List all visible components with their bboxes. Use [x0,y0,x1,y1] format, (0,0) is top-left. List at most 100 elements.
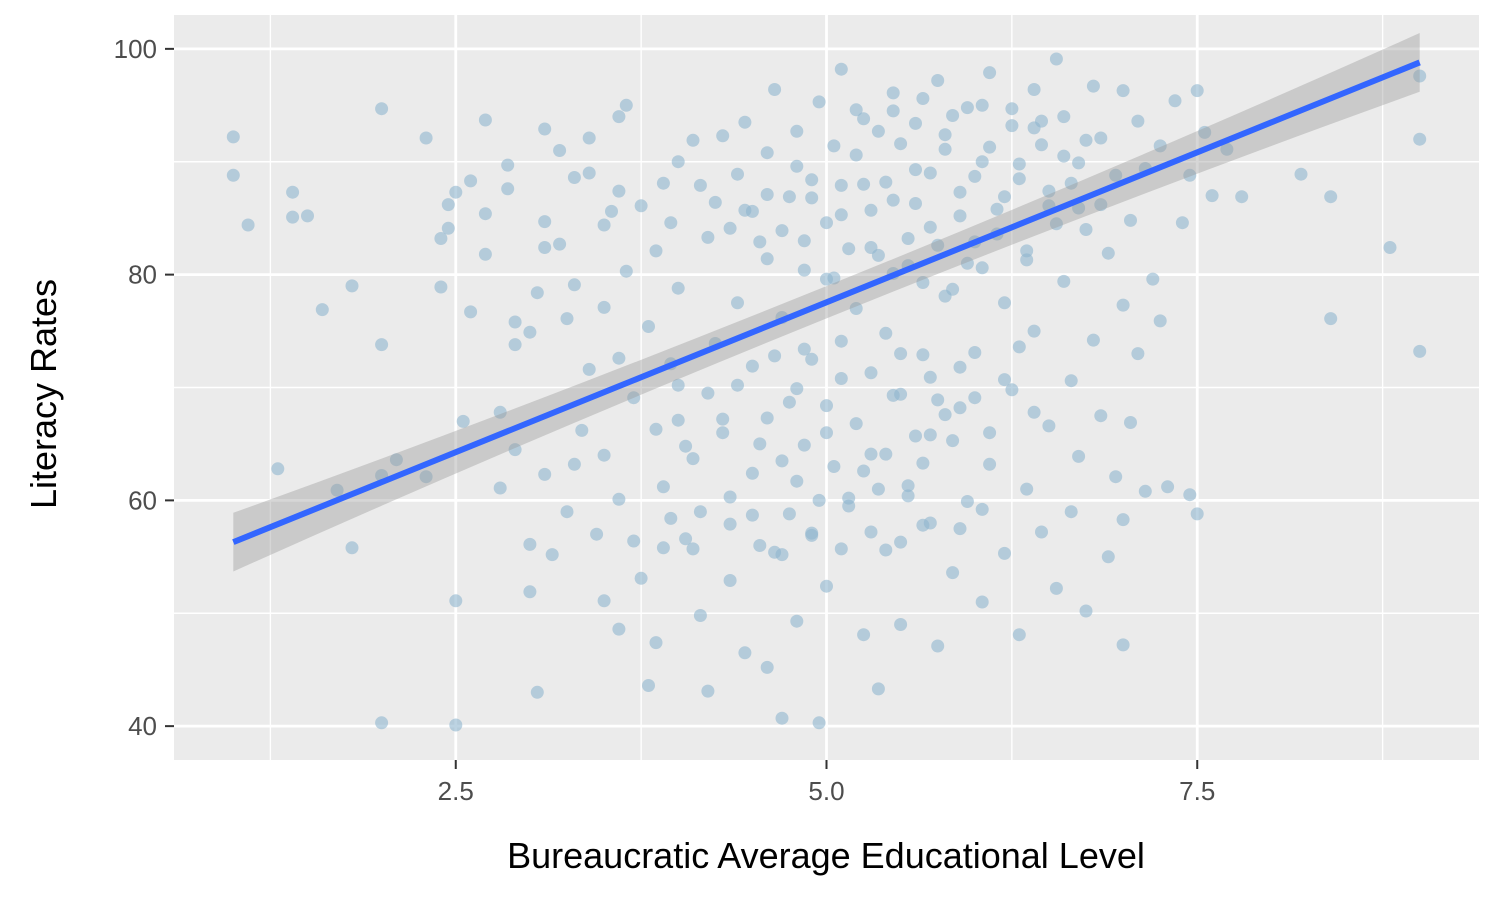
data-point [946,434,960,448]
data-point [753,235,767,249]
data-point [953,185,967,199]
data-point [1324,190,1338,204]
data-point [1168,94,1182,108]
data-point [456,414,470,428]
data-point [1413,132,1427,146]
data-point [1020,253,1034,267]
data-point [820,399,833,413]
data-point [701,230,715,244]
data-point [797,342,811,356]
data-point [960,101,974,115]
data-point [901,232,915,245]
data-point [834,208,848,222]
data-point [871,124,885,138]
data-point [1012,157,1026,171]
data-point [1383,241,1397,254]
data-point [879,447,893,461]
data-point [671,413,685,427]
data-point [745,359,759,373]
data-point [827,271,841,285]
data-point [871,482,885,496]
data-point [842,242,856,256]
data-point [271,462,285,476]
data-point [916,92,930,105]
data-point [1413,344,1427,358]
data-point [375,102,389,116]
data-point [508,443,522,457]
data-point [886,193,900,207]
data-point [1101,246,1115,260]
data-point [916,276,930,289]
data-point [864,203,878,217]
data-point [1027,324,1041,338]
data-point [975,261,989,275]
data-point [1079,604,1093,618]
data-points [226,52,1427,732]
data-point [597,218,611,232]
data-point [745,508,759,522]
data-point [797,438,811,452]
data-point [1413,69,1427,83]
data-point [686,542,700,556]
y-axis: 40 60 80 100 [114,34,174,741]
data-point [753,539,767,552]
data-point [923,220,937,234]
data-point [760,146,774,160]
data-point [567,457,581,471]
data-point [946,282,960,296]
data-point [656,480,670,494]
data-point [1109,470,1123,484]
data-point [1035,525,1048,539]
data-point [493,481,507,495]
data-point [226,168,240,182]
data-point [1079,133,1093,147]
data-point [575,423,589,437]
data-point [849,417,863,431]
data-point [1198,125,1212,139]
data-point [909,163,922,177]
data-point [731,378,744,392]
data-point [879,175,893,189]
data-point [523,325,537,339]
data-point [834,178,848,192]
data-point [960,256,974,270]
data-point [605,204,618,218]
data-point [857,112,871,126]
data-point [886,104,900,118]
data-point [1138,484,1152,498]
data-point [923,516,937,530]
data-point [553,237,567,251]
data-point [864,525,878,539]
data-point [1035,114,1048,128]
data-point [1005,102,1019,116]
data-point [723,574,737,587]
data-point [805,173,819,187]
data-point [1020,244,1034,258]
y-tick-label: 60 [128,485,157,515]
y-tick-label: 100 [114,34,157,64]
data-point [1057,149,1071,163]
data-point [916,456,930,470]
data-point [775,711,789,725]
data-point [1324,312,1338,326]
data-point [693,178,707,192]
data-point [1086,79,1100,93]
data-point [241,218,255,232]
data-point [790,124,804,138]
data-point [1235,190,1249,204]
data-point [1146,272,1160,286]
data-point [693,505,707,519]
data-point [723,490,737,504]
data-point [983,66,997,80]
data-point [760,188,774,201]
data-point [493,405,507,419]
data-point [501,182,515,196]
data-point [1183,488,1197,502]
data-point [886,388,900,402]
data-point [441,198,455,212]
data-point [545,548,559,562]
data-point [975,595,989,609]
data-point [478,247,492,261]
data-point [968,391,982,405]
data-point [812,716,826,730]
